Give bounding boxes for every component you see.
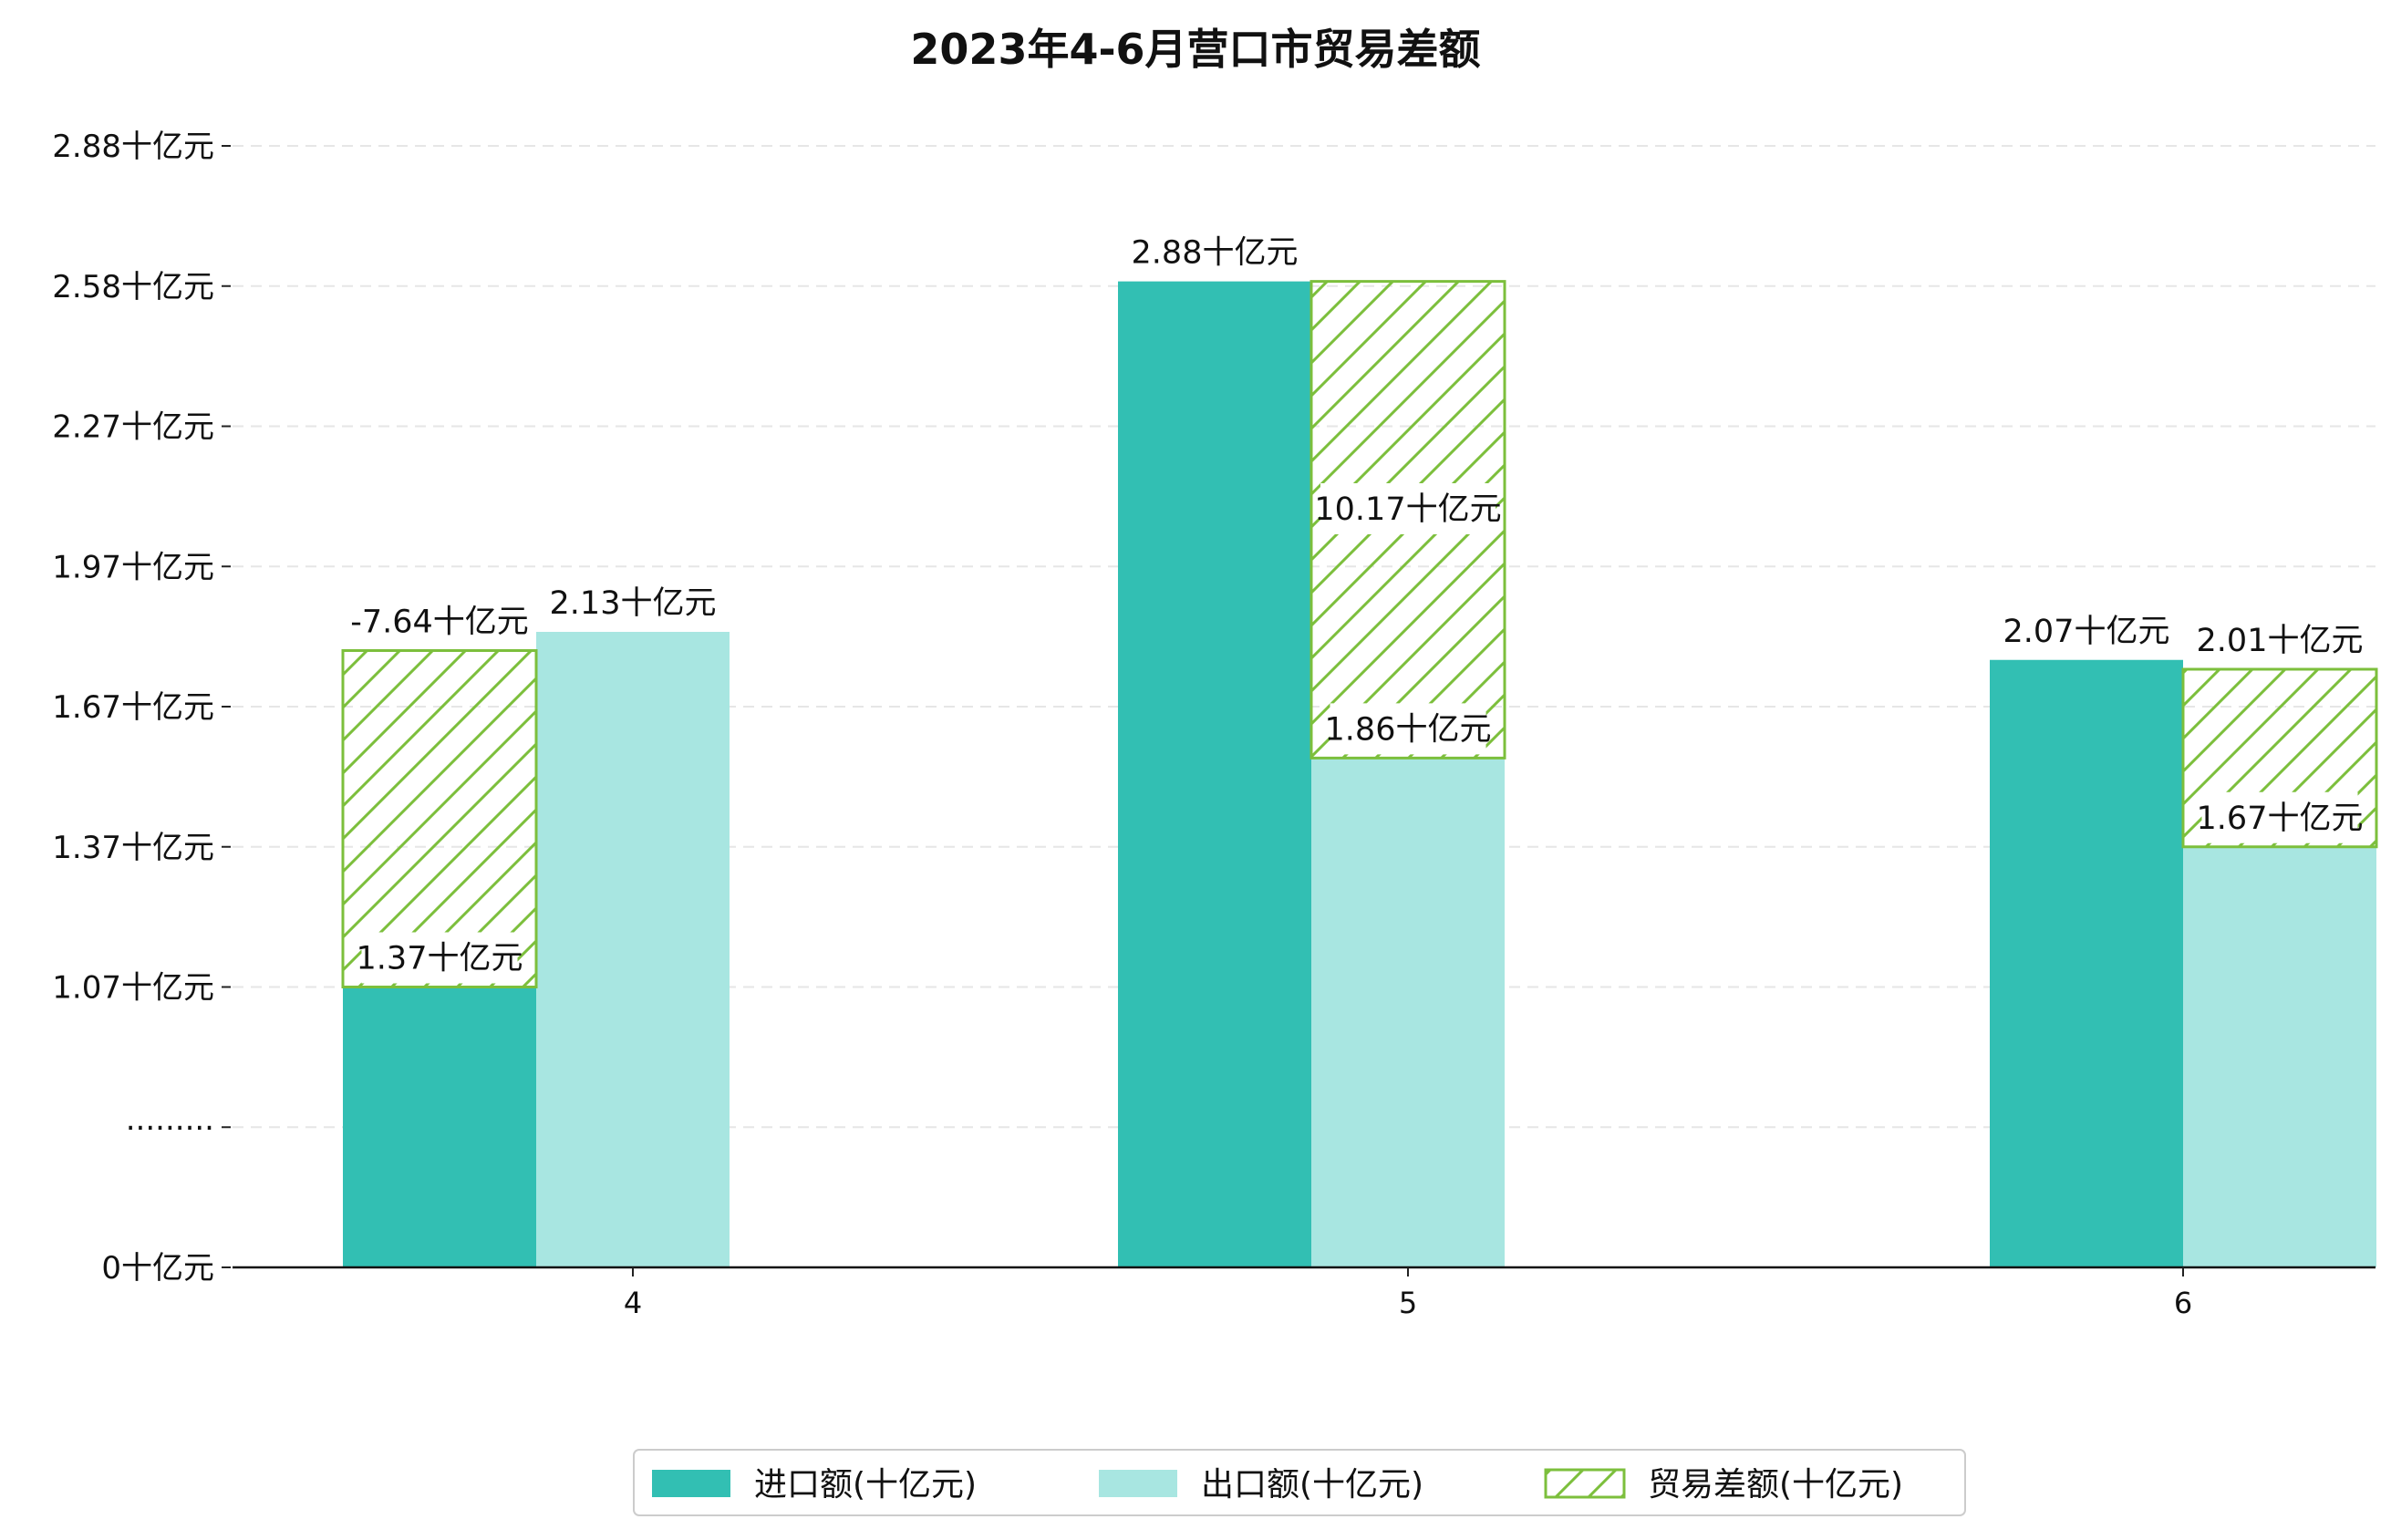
label-bg bbox=[1320, 483, 1496, 534]
legend: 进口额(十亿元) 出口额(十亿元) 贸易差额(十亿元) bbox=[633, 1449, 1966, 1516]
y-tick-label: 2.88十亿元 bbox=[52, 129, 214, 165]
import-bar bbox=[1118, 281, 1311, 1267]
import-value-label: 2.07十亿元 bbox=[2003, 614, 2170, 650]
y-tick-label: 1.37十亿元 bbox=[52, 830, 214, 866]
balance-bar bbox=[341, 649, 538, 988]
export-bar bbox=[536, 632, 730, 1267]
data-labels: 2.13十亿元 1.37十亿元 -7.64十亿元 2.88十亿元 10.17十亿元 1.8… bbox=[350, 235, 2363, 984]
import-legend-swatch bbox=[652, 1470, 730, 1497]
x-tick-label: 4 bbox=[624, 1286, 642, 1320]
y-tick-label: 2.27十亿元 bbox=[52, 409, 214, 446]
import-bar bbox=[343, 987, 536, 1267]
label-bg bbox=[352, 595, 527, 647]
chart-title: 2023年4-6月营口市贸易差额 bbox=[910, 25, 1480, 74]
bars bbox=[341, 280, 2378, 1267]
export-value-label: 1.86十亿元 bbox=[1325, 711, 1492, 748]
label-bg bbox=[2201, 791, 2358, 843]
y-tick-label: 1.07十亿元 bbox=[52, 970, 214, 1007]
label-bg bbox=[361, 932, 518, 984]
export-legend-swatch bbox=[1099, 1470, 1177, 1497]
y-tick-label: 1.97十亿元 bbox=[52, 549, 214, 585]
axes: 0十亿元 ········· 1.07十亿元 1.37十亿元 1.67十亿元 1.97十亿… bbox=[52, 129, 2375, 1320]
x-tick-label: 5 bbox=[1399, 1286, 1417, 1320]
import-value-label: 2.88十亿元 bbox=[1132, 235, 1299, 272]
y-tick-label: 1.67十亿元 bbox=[52, 689, 214, 726]
export-bar bbox=[2183, 846, 2376, 1267]
export-value-label: 1.67十亿元 bbox=[2197, 801, 2364, 837]
balance-legend-label: 贸易差额(十亿元) bbox=[1648, 1466, 1903, 1504]
x-tick-label: 6 bbox=[2174, 1286, 2192, 1320]
balance-value-label: 10.17十亿元 bbox=[1314, 491, 1501, 528]
y-tick-label: ········· bbox=[126, 1110, 214, 1146]
export-legend-label: 出口额(十亿元) bbox=[1201, 1466, 1423, 1504]
label-bg bbox=[2201, 615, 2358, 666]
balance-legend-swatch bbox=[1544, 1468, 1626, 1499]
import-legend-label: 进口额(十亿元) bbox=[754, 1466, 977, 1504]
y-tick-label: 2.58十亿元 bbox=[52, 269, 214, 305]
legend-frame bbox=[633, 1449, 1966, 1516]
import-value-label: 1.37十亿元 bbox=[357, 941, 523, 977]
balance-value-label: 2.01十亿元 bbox=[2197, 623, 2364, 659]
import-bar bbox=[1990, 659, 2183, 1267]
label-bg bbox=[1330, 703, 1486, 755]
y-tick-label: 0十亿元 bbox=[101, 1250, 214, 1287]
export-value-label: 2.13十亿元 bbox=[550, 585, 717, 622]
balance-value-label: -7.64十亿元 bbox=[350, 605, 529, 641]
export-bar bbox=[1311, 758, 1505, 1267]
